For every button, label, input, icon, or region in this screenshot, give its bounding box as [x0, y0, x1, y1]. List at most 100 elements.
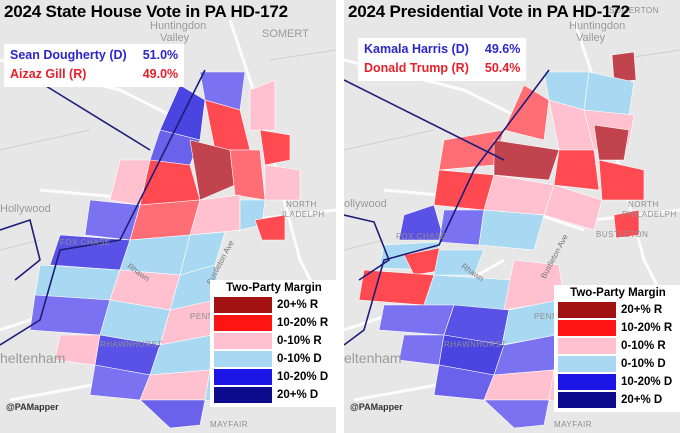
place-label-cheltenham: eltenham: [344, 350, 402, 366]
legend-label: 20+% D: [621, 393, 663, 406]
legend-label: 0-10% D: [621, 357, 666, 370]
place-label-fox-chase: FOX CHASE: [396, 232, 447, 241]
legend-label: 10-20% R: [277, 316, 329, 329]
place-label-philadelphia: PHILADELPH: [622, 210, 677, 219]
place-label-bustleton: BUSTLETON: [596, 230, 649, 239]
legend-swatch: [214, 368, 272, 385]
panel-divider: [336, 0, 344, 433]
state-house-map-panel: Huntingdon Valley SOMERT Hollywood NORTH…: [0, 0, 336, 433]
candidate-name: Donald Trump (R): [364, 61, 469, 75]
legend-title: Two-Party Margin: [570, 287, 666, 299]
precinct: [254, 214, 286, 241]
place-label-hollywood: Hollywood: [0, 203, 51, 215]
precinct: [378, 304, 455, 336]
candidate-pct: 50.4%: [484, 61, 521, 75]
candidate-name: Aizaz Gill (R): [10, 67, 87, 81]
place-label-penn: PENN: [534, 312, 559, 321]
legend-swatch: [214, 386, 272, 403]
place-label-mayfair: MAYFAIR: [554, 420, 593, 429]
precinct: [598, 159, 645, 201]
precinct: [543, 184, 603, 231]
precinct: [259, 129, 291, 166]
legend-item: 0-10% D: [558, 355, 678, 372]
legend-label: 10-20% D: [621, 375, 673, 388]
legend-item: 20+% R: [214, 296, 334, 313]
map-title: 2024 State House Vote in PA HD-172: [4, 2, 288, 21]
place-label-mayfair: MAYFAIR: [210, 420, 249, 429]
legend-label: 10-20% R: [621, 321, 673, 334]
legend-swatch: [214, 296, 272, 313]
legend-label: 0-10% R: [621, 339, 666, 352]
credit-label: @PAMapper: [350, 402, 403, 412]
place-label-rhawnhurst: RHAWNHURST: [444, 340, 507, 349]
place-label-north: NORTH: [628, 200, 659, 209]
legend-title: Two-Party Margin: [226, 282, 322, 294]
legend-swatch: [214, 314, 272, 331]
map-title: 2024 Presidential Vote in PA HD-172: [348, 2, 630, 21]
precinct: [433, 249, 485, 276]
legend-item: 10-20% R: [214, 314, 334, 331]
place-label-rhawnhurst: RHAWNHURST: [100, 340, 163, 349]
precinct: [483, 399, 550, 429]
precinct: [129, 199, 201, 241]
precinct: [503, 84, 550, 141]
legend-label: 20+% R: [621, 303, 663, 316]
place-label-somerton: SOMERT: [262, 28, 309, 40]
candidate-name: Sean Dougherty (D): [10, 48, 127, 62]
legend-swatch: [558, 373, 616, 390]
legend-item: 10-20% R: [558, 319, 678, 336]
candidate-row-rep: Donald Trump (R) 50.4%: [364, 59, 520, 78]
precinct: [613, 209, 640, 239]
legend-item: 20+% D: [558, 391, 678, 408]
map-legend: Two-Party Margin 20+% R 10-20% R 0-10% R…: [210, 280, 336, 407]
place-label-hollywood: ollywood: [344, 198, 387, 210]
precinct: [204, 99, 251, 151]
candidate-name: Kamala Harris (D): [364, 42, 469, 56]
legend-swatch: [214, 332, 272, 349]
precinct: [553, 149, 600, 191]
place-label-valley: Valley: [160, 32, 190, 44]
precinct: [264, 164, 301, 201]
legend-item: 0-10% R: [558, 337, 678, 354]
place-label-penn: PENN: [190, 312, 215, 321]
precinct: [398, 334, 445, 366]
place-label-cheltenham: heltenham: [0, 350, 66, 366]
legend-item: 20+% D: [214, 386, 334, 403]
presidential-map-panel: Huntingdon Valley SOMERTON ollywood NORT…: [344, 0, 680, 433]
candidate-row-dem: Sean Dougherty (D) 51.0%: [10, 46, 178, 65]
place-label-somerton: SOMERTON: [609, 6, 659, 15]
map-legend: Two-Party Margin 20+% R 10-20% R 0-10% R…: [554, 285, 680, 412]
presidential-map: [344, 19, 680, 429]
precinct: [478, 209, 545, 251]
precinct: [249, 79, 276, 131]
credit-label: @PAMapper: [6, 402, 59, 412]
precinct: [229, 149, 266, 201]
legend-label: 20+% R: [277, 298, 319, 311]
candidate-results: Sean Dougherty (D) 51.0% Aizaz Gill (R) …: [4, 44, 185, 87]
legend-label: 20+% D: [277, 388, 319, 401]
place-label-north: NORTH: [286, 200, 317, 209]
precinct: [593, 124, 630, 161]
legend-item: 10-20% D: [558, 373, 678, 390]
legend-label: 0-10% R: [277, 334, 322, 347]
precinct: [611, 51, 637, 83]
candidate-pct: 49.6%: [484, 42, 521, 56]
candidate-pct: 51.0%: [142, 48, 179, 62]
legend-swatch: [558, 319, 616, 336]
place-label-huntingdon: Huntingdon: [569, 20, 626, 32]
legend-swatch: [558, 355, 616, 372]
candidate-row-rep: Aizaz Gill (R) 49.0%: [10, 65, 178, 84]
candidate-results: Kamala Harris (D) 49.6% Donald Trump (R)…: [358, 38, 527, 81]
place-label-valley: Valley: [576, 32, 606, 44]
legend-item: 0-10% R: [214, 332, 334, 349]
legend-swatch: [558, 337, 616, 354]
legend-item: 10-20% D: [214, 368, 334, 385]
precinct: [139, 399, 206, 429]
legend-swatch: [214, 350, 272, 367]
legend-swatch: [558, 301, 616, 318]
legend-swatch: [558, 391, 616, 408]
precinct: [493, 139, 560, 181]
precinct: [358, 269, 435, 306]
place-label-huntingdon: Huntingdon: [150, 20, 207, 32]
